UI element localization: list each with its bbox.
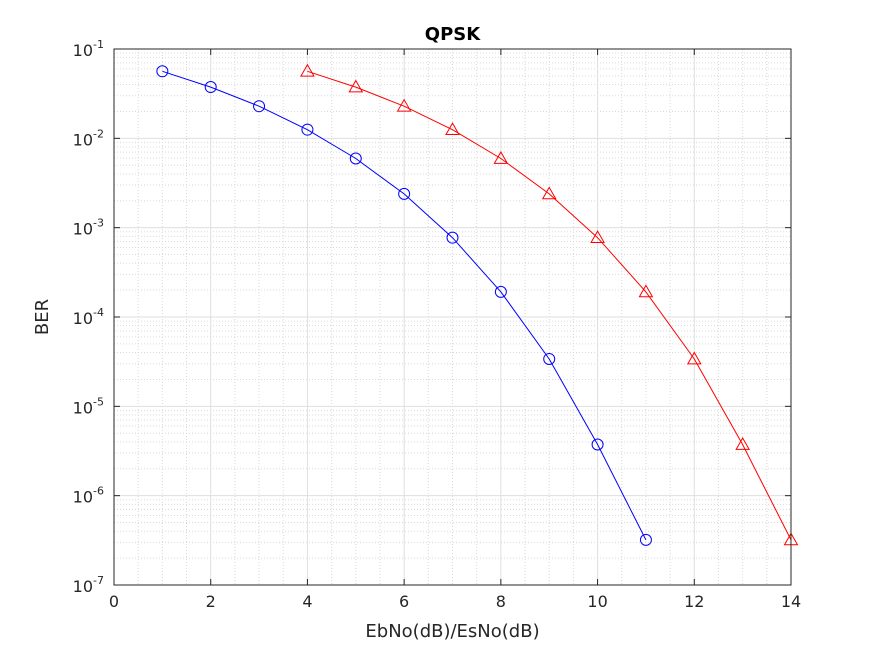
series-2-point [300,63,315,77]
series-1-point [204,81,217,94]
series-1-line [162,70,647,541]
series-1-point [591,438,604,451]
x-axis-label: EbNo(dB)/EsNo(dB) [365,621,539,642]
series-2-point [590,230,605,244]
y-tick-label: 10-6 [73,485,104,507]
series-1-point [398,187,411,200]
series-layer [156,63,799,546]
y-tick-label: 10-7 [73,574,104,596]
x-tick-label: 14 [781,592,801,611]
series-2-point [396,98,412,112]
series-1-point [446,231,459,244]
x-tick-label: 10 [587,592,607,611]
series-1-point [301,123,314,136]
series-2-point [686,351,702,365]
series-1-point [639,533,652,546]
series-1-point [253,100,266,113]
series-1-point [156,65,169,78]
y-tick-label: 10-3 [73,217,104,239]
chart-title: QPSK [425,24,481,45]
y-tick-label: 10-4 [73,306,104,328]
series-1-point [349,152,362,165]
series-2-point [493,150,509,164]
x-tick-label: 4 [302,592,312,611]
y-tick-label: 10-5 [73,395,104,417]
axis-ticks [113,48,792,586]
x-tick-label: 2 [206,592,216,611]
x-tick-label: 12 [684,592,704,611]
series-2-point [445,122,460,136]
x-tick-labels: 0 2 4 6 8 10 12 14 [109,592,801,611]
y-tick-label: 10-2 [73,127,104,149]
series-2-line [307,70,792,541]
x-tick-label: 6 [399,592,409,611]
x-tick-label: 8 [496,592,506,611]
series-2-point [541,186,557,200]
series-2-point [638,284,654,298]
series-2-point [348,79,364,93]
y-tick-labels: 10-1 10-2 10-3 10-4 10-5 10-6 10-7 [73,38,104,596]
y-tick-label: 10-1 [73,38,104,60]
y-axis-label: BER [32,299,53,335]
series-2-point [735,436,751,450]
x-tick-label: 0 [109,592,119,611]
series-1-point [543,352,556,365]
series-1-point [494,285,507,298]
